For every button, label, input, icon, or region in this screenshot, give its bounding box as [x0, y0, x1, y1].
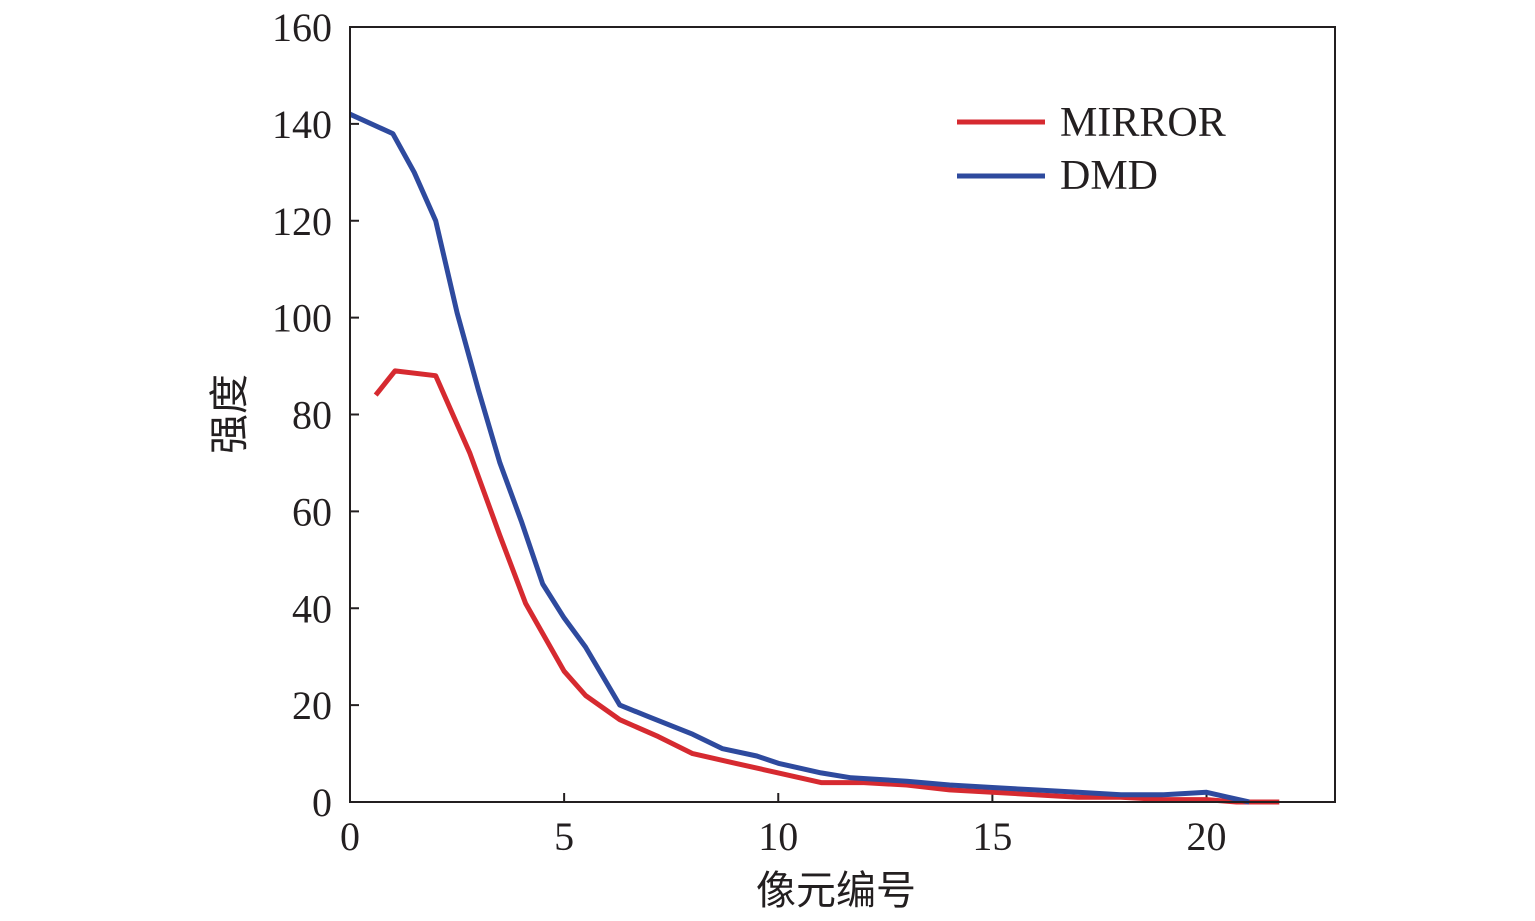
y-tick-label: 40 [292, 586, 332, 631]
y-axis-title: 强度 [207, 374, 253, 454]
y-tick-label: 160 [272, 5, 332, 50]
y-tick-label: 60 [292, 489, 332, 534]
series-lines [348, 111, 1280, 805]
y-tick-label: 120 [272, 199, 332, 244]
legend-label-dmd: DMD [1060, 153, 1158, 199]
legend: MIRROR DMD [957, 100, 1226, 199]
y-tick-label: 80 [292, 393, 332, 438]
x-tick-label: 0 [340, 814, 360, 859]
y-tick-label: 140 [272, 102, 332, 147]
x-tick-label: 20 [1187, 814, 1227, 859]
series-line-dmd [348, 111, 1250, 805]
x-tick-label: 5 [554, 814, 574, 859]
plot-background [350, 27, 1335, 802]
y-tick-label: 100 [272, 296, 332, 341]
plot-frame [349, 26, 1336, 803]
x-axis-title: 像元编号 [756, 868, 916, 914]
legend-label-mirror: MIRROR [1060, 100, 1226, 146]
y-tick-label: 0 [312, 780, 332, 825]
x-tick-label: 15 [972, 814, 1012, 859]
axis-ticks: 0 5 10 15 20 0 20 40 60 80 100 120 140 160 [272, 5, 1227, 859]
x-tick-label: 10 [758, 814, 798, 859]
y-tick-label: 20 [292, 683, 332, 728]
